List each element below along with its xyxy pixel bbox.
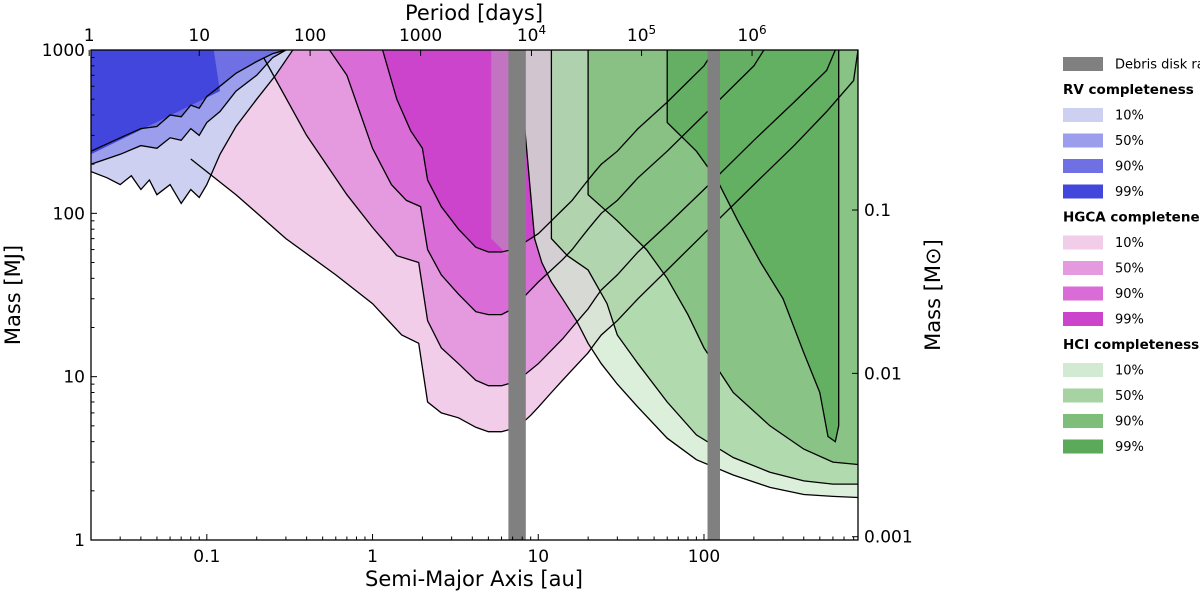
- hgca-contour-90: [328, 50, 765, 316]
- legend-label-2-1: 50%: [1115, 389, 1144, 404]
- right-tick-label-2: 0.1: [864, 201, 891, 221]
- legend-label-1-3: 99%: [1115, 313, 1144, 328]
- legend-swatch-2-2: [1063, 414, 1103, 428]
- debris-disk-band-2: [707, 50, 720, 540]
- legend-label-0-1: 50%: [1115, 134, 1144, 149]
- rv-contour-90: [91, 50, 287, 152]
- debris-disk-band-1: [508, 50, 526, 540]
- right-tick-label-0: 0.001: [864, 528, 913, 548]
- legend-label-0-3: 99%: [1115, 185, 1144, 200]
- legend-label-1-2: 90%: [1115, 287, 1144, 302]
- hci-contour-10: [521, 50, 858, 499]
- y-axis-label: Mass [MJ]: [1, 245, 25, 345]
- top-tick-label-4: 104: [517, 23, 546, 46]
- plot-frame: [90, 49, 859, 541]
- x-axis-label: Semi-Major Axis [au]: [365, 567, 583, 591]
- legend-title-2: HCI completeness: [1063, 337, 1199, 353]
- legend-title-1: HGCA completeness: [1063, 210, 1200, 226]
- y-tick-label-0: 1: [74, 531, 85, 551]
- y-tick-label-1: 10: [63, 368, 85, 388]
- legend-label-0-2: 90%: [1115, 160, 1144, 175]
- plot-area: [91, 50, 858, 540]
- legend-label-1-0: 10%: [1115, 236, 1144, 251]
- hci-contour-99: [666, 50, 840, 443]
- x-tick-label-0: 0.1: [193, 547, 220, 567]
- legend-swatch-1-3: [1063, 312, 1103, 326]
- right-axis-label: Mass [M⊙]: [921, 239, 945, 351]
- legend-swatch-2-3: [1063, 439, 1103, 454]
- legend-swatch-0-0: [1063, 108, 1103, 122]
- x-tick-label-1: 1: [367, 547, 378, 567]
- top-tick-label-0: 1: [84, 26, 95, 46]
- hgca-contour-10: [190, 50, 858, 433]
- legend-swatch-debris: [1063, 57, 1103, 71]
- legend-label-1-1: 50%: [1115, 262, 1144, 277]
- rv-contour-10: [91, 50, 294, 205]
- rv-region-99: [91, 50, 220, 155]
- legend-label-2-3: 99%: [1115, 440, 1144, 455]
- y-tick-label-3: 1000: [42, 41, 85, 61]
- legend-swatch-0-1: [1063, 133, 1103, 148]
- top-tick-label-2: 100: [294, 26, 326, 46]
- legend: Debris disk radii RV completeness 10% 50% 90…: [1063, 57, 1200, 455]
- legend-swatch-0-2: [1063, 159, 1103, 173]
- legend-swatch-0-3: [1063, 184, 1103, 199]
- axes: 0.1 1 10 100 1 10 100 1000 0.001 0.01 0.1 1 10 100 100…: [42, 23, 913, 567]
- legend-label-2-2: 90%: [1115, 415, 1144, 430]
- rv-contour-50: [91, 50, 287, 165]
- top-axis-label: Period [days]: [405, 1, 543, 25]
- right-tick-label-1: 0.01: [864, 364, 902, 384]
- x-tick-label-3: 100: [688, 547, 720, 567]
- hgca-contour-50: [263, 50, 836, 387]
- legend-label-debris: Debris disk radii: [1115, 58, 1200, 73]
- legend-swatch-2-1: [1063, 388, 1103, 403]
- legend-label-2-0: 10%: [1115, 364, 1144, 379]
- legend-swatch-1-2: [1063, 286, 1103, 301]
- x-tick-label-2: 10: [527, 547, 549, 567]
- legend-swatch-1-0: [1063, 235, 1103, 250]
- top-tick-label-5: 105: [627, 23, 656, 46]
- hci-contour-90: [587, 50, 858, 466]
- legend-label-0-0: 10%: [1115, 109, 1144, 124]
- legend-swatch-1-1: [1063, 261, 1103, 275]
- y-tick-label-2: 100: [53, 204, 85, 224]
- legend-title-0: RV completeness: [1063, 82, 1194, 98]
- legend-swatch-2-0: [1063, 363, 1103, 377]
- top-tick-label-1: 10: [188, 26, 210, 46]
- top-tick-label-3: 1000: [399, 26, 442, 46]
- hci-contour-50: [550, 50, 858, 485]
- top-tick-label-6: 106: [737, 23, 766, 46]
